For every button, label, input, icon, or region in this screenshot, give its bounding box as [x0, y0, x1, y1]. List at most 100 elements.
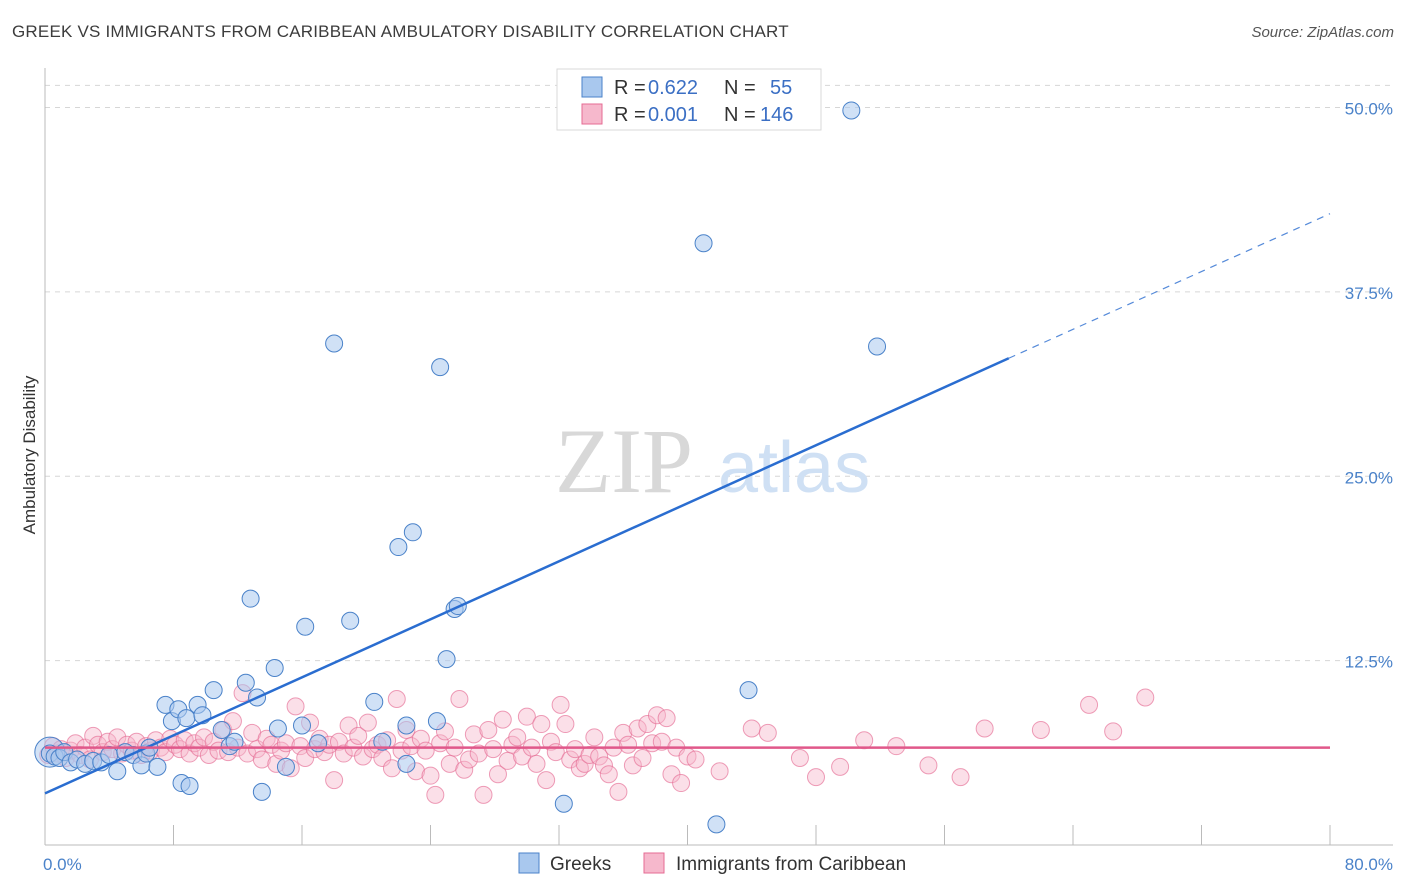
caribbean-point	[416, 741, 435, 760]
caribbean-point	[541, 732, 560, 751]
caribbean-point	[474, 785, 493, 804]
stats-legend: R = 0.622 N = 55 R = 0.001 N = 146	[556, 68, 822, 131]
greeks-point	[427, 712, 446, 731]
x-tick-label-min: 0.0%	[43, 855, 82, 874]
greeks-point	[739, 681, 758, 700]
greeks-point	[241, 589, 260, 608]
greeks-point	[842, 101, 861, 120]
greeks-point	[707, 815, 726, 834]
greeks-legend-swatch	[581, 76, 603, 98]
caribbean-point	[790, 748, 809, 767]
caribbean-point	[672, 774, 691, 793]
legend-swatch-caribbean	[643, 852, 665, 874]
caribbean-point	[291, 737, 310, 756]
trend-lines	[44, 213, 1331, 795]
caribbean-point	[532, 715, 551, 734]
greeks-point	[554, 794, 573, 813]
caribbean-point	[633, 748, 652, 767]
greeks-n-label: N =	[724, 77, 756, 99]
caribbean-point	[575, 754, 594, 773]
caribbean-point	[807, 768, 825, 787]
caribbean-point	[262, 735, 281, 754]
caribbean-point	[1080, 695, 1099, 714]
chart-title: GREEK VS IMMIGRANTS FROM CARIBBEAN AMBUL…	[12, 22, 789, 41]
gridlines	[45, 84, 1393, 662]
greeks-point	[180, 777, 199, 795]
caribbean-point	[619, 735, 638, 754]
greeks-point	[397, 716, 416, 735]
greeks-point	[268, 719, 287, 738]
caribbean-point	[387, 689, 406, 708]
caribbean-point	[1104, 722, 1123, 741]
greeks-point	[403, 523, 422, 542]
greeks-point	[341, 611, 360, 630]
watermark-atlas: atlas	[718, 428, 870, 508]
caribbean-point	[402, 737, 421, 756]
caribbean-point	[469, 744, 488, 763]
caribbean-n-label: N =	[724, 104, 756, 126]
y-axis-label: Ambulatory Disability	[20, 375, 39, 534]
caribbean-point	[195, 728, 214, 747]
caribbean-point	[710, 762, 729, 781]
axes	[44, 68, 1393, 846]
caribbean-point	[609, 782, 628, 801]
chart-source: Source: ZipAtlas.com	[1251, 24, 1394, 41]
greeks-point	[325, 334, 344, 353]
caribbean-point	[464, 725, 483, 744]
caribbean-point	[855, 731, 874, 750]
caribbean-point	[919, 756, 938, 775]
caribbean-point	[623, 756, 642, 775]
caribbean-point	[108, 728, 127, 747]
greeks-point	[437, 650, 456, 669]
greeks-point	[252, 782, 271, 801]
greeks-n-value: 55	[770, 77, 792, 99]
greeks-point	[265, 659, 284, 677]
greeks-point	[177, 709, 196, 728]
caribbean-point	[1031, 720, 1050, 739]
greeks-point	[373, 732, 392, 751]
caribbean-point	[498, 751, 517, 770]
caribbean-point	[455, 760, 474, 779]
caribbean-point	[508, 728, 527, 747]
greeks-point	[397, 754, 416, 773]
y-tick-labels: 12.5% 25.0% 37.5% 50.0%	[1345, 100, 1393, 672]
caribbean-point	[517, 707, 536, 726]
y-tick-label: 12.5%	[1345, 653, 1393, 672]
x-tick-label-max: 80.0%	[1345, 855, 1393, 874]
caribbean-point	[614, 723, 633, 742]
y-tick-label: 50.0%	[1345, 100, 1393, 119]
greeks-point	[225, 732, 244, 751]
caribbean-point	[831, 757, 850, 776]
caribbean-point	[599, 765, 618, 784]
greeks-point	[868, 337, 887, 356]
caribbean-point	[951, 768, 970, 787]
caribbean-point	[527, 754, 546, 773]
greeks-r-value: 0.622	[648, 77, 698, 99]
greeks-point	[212, 720, 231, 739]
caribbean-point	[585, 728, 604, 747]
greeks-r-label: R =	[614, 77, 646, 99]
watermark-zip: ZIP	[555, 410, 693, 512]
caribbean-point	[286, 697, 305, 716]
caribbean-point	[975, 719, 994, 738]
caribbean-point	[484, 740, 503, 759]
caribbean-point	[349, 726, 368, 745]
greeks-point	[296, 617, 315, 636]
legend-swatch-greeks	[518, 852, 540, 874]
greeks-points	[34, 101, 887, 834]
y-tick-label: 25.0%	[1345, 468, 1393, 487]
greeks-point	[694, 234, 713, 253]
caribbean-point	[887, 737, 906, 756]
greeks-point	[389, 538, 408, 557]
greeks-point	[276, 757, 295, 776]
caribbean-point	[426, 785, 445, 804]
greeks-point	[148, 757, 167, 776]
greeks-point	[293, 716, 311, 735]
caribbean-point	[334, 744, 353, 763]
caribbean-point	[252, 750, 271, 769]
caribbean-r-value: 0.001	[648, 104, 698, 126]
caribbean-point	[276, 734, 295, 753]
caribbean-n-value: 146	[760, 104, 793, 126]
caribbean-point	[460, 750, 479, 769]
